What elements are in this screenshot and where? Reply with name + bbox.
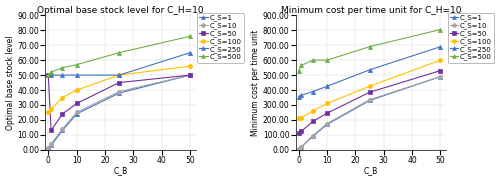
- C_S=50: [48, 129, 54, 131]
- C_S=1: [74, 113, 80, 115]
- Y-axis label: Optimal base stock level: Optimal base stock level: [6, 35, 15, 130]
- Line: C_S=250: C_S=250: [296, 45, 442, 99]
- C_S=10: [438, 75, 444, 78]
- C_S=500: [46, 74, 52, 76]
- C_S=500: [296, 70, 302, 72]
- X-axis label: C_B: C_B: [364, 167, 378, 175]
- C_S=250: [116, 74, 122, 76]
- Line: C_S=50: C_S=50: [46, 73, 192, 132]
- C_S=10: [48, 143, 54, 145]
- C_S=250: [74, 74, 80, 76]
- C_S=250: [48, 74, 54, 76]
- C_S=100: [296, 117, 302, 119]
- C_S=10: [60, 128, 66, 130]
- Y-axis label: Minimum cost per time unit: Minimum cost per time unit: [251, 30, 260, 136]
- C_S=10: [296, 148, 302, 150]
- C_S=50: [116, 81, 122, 84]
- Line: C_S=500: C_S=500: [296, 28, 442, 73]
- C_S=500: [74, 64, 80, 66]
- C_S=100: [187, 65, 193, 67]
- C_S=1: [438, 75, 444, 78]
- Line: C_S=10: C_S=10: [46, 73, 192, 150]
- Line: C_S=1: C_S=1: [46, 73, 192, 150]
- C_S=250: [298, 94, 304, 96]
- C_S=100: [48, 108, 54, 111]
- C_S=100: [60, 96, 66, 99]
- C_S=250: [187, 52, 193, 54]
- C_S=50: [366, 91, 372, 93]
- Line: C_S=50: C_S=50: [296, 69, 442, 135]
- Line: C_S=250: C_S=250: [46, 51, 192, 77]
- C_S=100: [298, 117, 304, 119]
- Line: C_S=1: C_S=1: [296, 75, 442, 151]
- Line: C_S=100: C_S=100: [46, 64, 192, 115]
- C_S=500: [310, 59, 316, 61]
- C_S=50: [298, 130, 304, 132]
- Line: C_S=10: C_S=10: [296, 75, 442, 151]
- C_S=500: [48, 71, 54, 73]
- Line: C_S=500: C_S=500: [46, 34, 192, 77]
- C_S=1: [116, 92, 122, 94]
- C_S=1: [324, 123, 330, 125]
- C_S=250: [46, 74, 52, 76]
- C_S=10: [324, 123, 330, 125]
- C_S=50: [60, 113, 66, 115]
- C_S=100: [324, 102, 330, 105]
- C_S=10: [116, 90, 122, 93]
- C_S=500: [116, 52, 122, 54]
- C_S=250: [296, 96, 302, 98]
- C_S=250: [60, 74, 66, 76]
- C_S=1: [60, 129, 66, 131]
- C_S=50: [310, 120, 316, 123]
- C_S=100: [310, 110, 316, 112]
- C_S=500: [187, 35, 193, 37]
- C_S=250: [438, 46, 444, 48]
- C_S=1: [296, 148, 302, 150]
- C_S=100: [438, 59, 444, 61]
- C_S=50: [324, 112, 330, 114]
- C_S=1: [187, 74, 193, 76]
- C_S=50: [187, 74, 193, 76]
- C_S=50: [46, 74, 52, 76]
- C_S=10: [366, 99, 372, 101]
- C_S=10: [46, 147, 52, 149]
- C_S=500: [438, 28, 444, 31]
- C_S=250: [366, 69, 372, 71]
- C_S=10: [310, 134, 316, 137]
- C_S=1: [48, 144, 54, 146]
- C_S=1: [298, 146, 304, 148]
- C_S=500: [60, 67, 66, 69]
- C_S=250: [310, 90, 316, 93]
- C_S=100: [46, 111, 52, 113]
- Line: C_S=100: C_S=100: [296, 58, 442, 121]
- C_S=250: [324, 85, 330, 87]
- C_S=1: [366, 99, 372, 102]
- C_S=50: [296, 132, 302, 134]
- C_S=10: [74, 111, 80, 113]
- Title: Minimum cost per time unit for C_H=10: Minimum cost per time unit for C_H=10: [280, 6, 461, 14]
- Title: Optimal base stock level for C_H=10: Optimal base stock level for C_H=10: [38, 6, 204, 14]
- C_S=100: [74, 89, 80, 91]
- C_S=50: [74, 102, 80, 105]
- C_S=500: [366, 46, 372, 48]
- C_S=10: [187, 74, 193, 76]
- C_S=100: [366, 85, 372, 87]
- C_S=100: [116, 74, 122, 76]
- C_S=1: [46, 147, 52, 149]
- C_S=500: [298, 64, 304, 66]
- Legend: C_S=1, C_S=10, C_S=50, C_S=100, C_S=250, C_S=500: C_S=1, C_S=10, C_S=50, C_S=100, C_S=250,…: [448, 13, 494, 62]
- Legend: C_S=1, C_S=10, C_S=50, C_S=100, C_S=250, C_S=500: C_S=1, C_S=10, C_S=50, C_S=100, C_S=250,…: [197, 13, 244, 62]
- X-axis label: C_B: C_B: [114, 167, 128, 175]
- C_S=500: [324, 59, 330, 61]
- C_S=50: [438, 70, 444, 72]
- C_S=1: [310, 135, 316, 137]
- C_S=10: [298, 145, 304, 148]
